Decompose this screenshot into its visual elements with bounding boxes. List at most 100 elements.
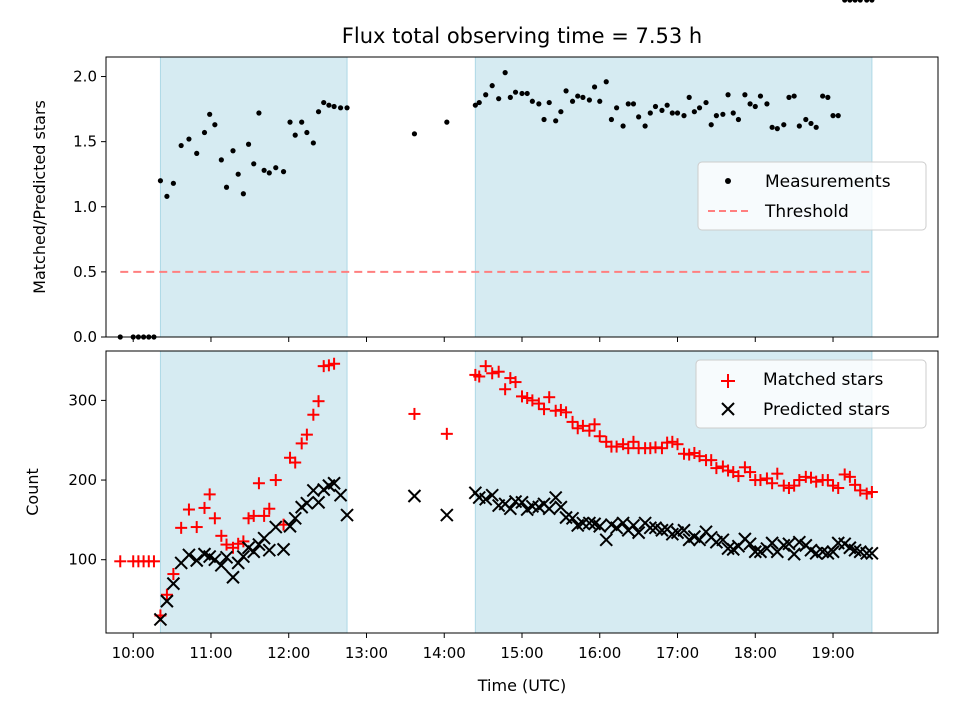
bottom-legend-box — [695, 359, 927, 429]
x-axis-label: Time (UTC) — [477, 676, 566, 695]
bottom-y-tick-label: 300 — [68, 391, 97, 409]
measurement-point — [507, 94, 513, 100]
measurement-point — [803, 116, 809, 123]
predicted-star-point — [643, 521, 658, 535]
top-y-tick-label: 1.0 — [73, 198, 97, 216]
measurement-point — [647, 110, 653, 116]
measurement-point — [747, 101, 753, 107]
matched-star-point — [492, 365, 505, 378]
matched-star-point — [588, 418, 601, 431]
matched-star-point — [821, 474, 834, 487]
measurement-point — [546, 99, 552, 106]
measurement-point — [752, 103, 758, 110]
predicted-stars-series — [153, 476, 879, 627]
measurement-point — [586, 97, 592, 103]
x-tick-label: 13:00 — [345, 644, 388, 662]
measurement-point — [580, 94, 586, 100]
matched-star-point — [671, 438, 684, 451]
matched-star-point — [532, 397, 545, 410]
measurement-point — [786, 94, 792, 100]
matched-star-point — [860, 487, 873, 500]
matched-star-point — [854, 484, 867, 497]
matched-star-point — [175, 521, 188, 534]
predicted-star-point — [311, 495, 326, 510]
measurement-point — [764, 101, 770, 107]
top-y-tick-label: 1.5 — [73, 133, 97, 151]
matched-star-point — [777, 479, 790, 492]
predicted-star-point — [616, 516, 630, 530]
measurement-point — [869, 0, 875, 3]
measurement-point — [201, 129, 208, 136]
matched-star-point — [744, 466, 757, 479]
predicted-star-point — [219, 550, 234, 565]
measurement-point — [575, 93, 581, 99]
measurement-point — [502, 70, 508, 76]
predicted-star-point — [262, 543, 276, 557]
predicted-star-point — [407, 489, 422, 503]
predicted-star-point — [276, 542, 291, 557]
measurement-point — [287, 119, 293, 125]
matched-star-point — [810, 475, 823, 488]
measurement-point — [519, 90, 525, 97]
matched-star-point — [182, 503, 195, 516]
measurement-point — [820, 93, 826, 99]
matched-star-point — [486, 367, 499, 380]
predicted-star-point — [542, 502, 556, 516]
measurement-point — [553, 118, 559, 124]
measurement-point — [310, 140, 316, 146]
predicted-star-point — [865, 546, 879, 561]
matched-star-point — [300, 428, 313, 441]
measurement-point — [842, 0, 848, 3]
measurement-point — [730, 110, 736, 116]
matched-star-point — [208, 512, 221, 525]
x-tick-label: 16:00 — [578, 644, 621, 662]
matched-star-point — [160, 588, 173, 601]
top-y-tick-label: 2.0 — [73, 68, 97, 86]
measurement-point — [614, 105, 620, 111]
measurement-point — [541, 116, 547, 123]
predicted-star-point — [565, 511, 580, 525]
matched-star-point — [147, 555, 160, 568]
matched-star-point — [203, 488, 216, 501]
measurement-point — [337, 105, 344, 111]
matched-star-point — [566, 415, 579, 428]
measurement-point — [326, 102, 332, 108]
legend-label-predicted: Predicted stars — [763, 400, 890, 420]
top-legend-box — [697, 161, 927, 231]
measurement-point — [825, 94, 831, 100]
measurement-point — [742, 92, 748, 98]
matched-star-point — [312, 395, 325, 408]
measurement-point — [529, 98, 535, 104]
matched-star-point — [473, 370, 486, 383]
measurement-point — [703, 99, 709, 106]
measurement-point — [483, 92, 489, 98]
matched-star-point — [114, 555, 127, 568]
predicted-star-point — [440, 508, 454, 522]
matched-star-point — [610, 440, 623, 453]
matched-star-point — [693, 450, 706, 463]
measurement-point — [524, 90, 530, 97]
matched-star-point — [683, 448, 696, 461]
measurement-point — [230, 148, 236, 154]
x-tick-label: 17:00 — [656, 644, 699, 662]
measurement-point — [496, 96, 502, 102]
measurement-point — [344, 105, 350, 111]
measurement-point — [558, 109, 564, 115]
matched-star-point — [322, 359, 335, 372]
predicted-star-point — [787, 547, 801, 561]
legend-marker-matched — [721, 374, 735, 388]
legend-marker-predicted — [721, 402, 735, 416]
measurement-point — [735, 116, 742, 123]
matched-star-point — [754, 474, 767, 487]
matched-star-point — [328, 357, 341, 370]
top-legend: Measurements Threshold — [697, 161, 927, 231]
predicted-star-point — [677, 523, 691, 537]
measurement-point — [774, 126, 780, 132]
matched-star-point — [242, 512, 255, 525]
measurement-point — [696, 105, 703, 111]
matched-star-point — [167, 568, 180, 581]
matched-star-point — [526, 394, 539, 407]
matched-star-point — [865, 486, 878, 498]
matched-star-point — [232, 537, 245, 550]
shaded-interval — [159, 350, 348, 634]
